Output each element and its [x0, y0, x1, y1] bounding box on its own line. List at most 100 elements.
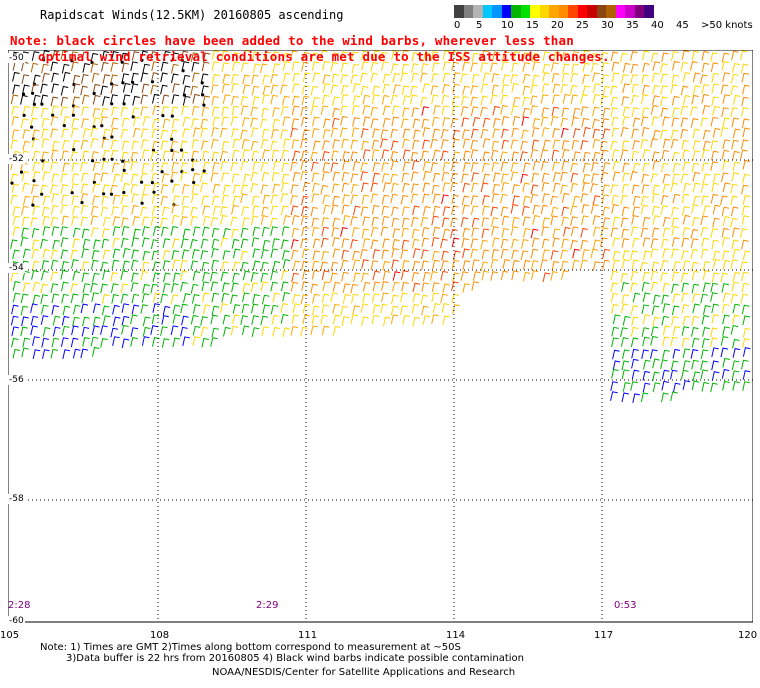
wind-barb	[570, 84, 578, 95]
wind-barb	[691, 283, 700, 294]
wind-barb	[282, 52, 290, 63]
contamination-circle	[150, 181, 154, 185]
wind-barb	[160, 84, 168, 95]
wind-barb	[592, 138, 600, 149]
wind-barb	[150, 239, 159, 249]
wind-barb	[670, 129, 679, 140]
wind-barb	[681, 337, 690, 348]
wind-barb	[130, 327, 139, 337]
wind-barb	[50, 116, 59, 126]
wind-barb	[310, 325, 318, 336]
wind-barb	[542, 63, 550, 74]
wind-barb	[61, 281, 69, 292]
wind-barb	[60, 237, 69, 247]
wind-barb	[360, 72, 368, 83]
wind-barb	[652, 215, 661, 225]
wind-barb	[611, 368, 619, 379]
wind-barb	[261, 107, 269, 118]
wind-barb	[10, 173, 19, 184]
wind-barb	[662, 248, 670, 258]
wind-barb	[470, 85, 478, 95]
wind-barb	[492, 183, 500, 194]
wind-barb	[301, 206, 309, 217]
wind-barb	[180, 171, 188, 182]
contamination-circle	[40, 102, 44, 106]
wind-barb	[682, 227, 690, 237]
wind-barb	[32, 294, 41, 305]
wind-barb	[692, 293, 700, 304]
wind-barb	[712, 250, 721, 261]
wind-barb	[522, 216, 531, 227]
wind-barb	[592, 118, 600, 129]
lon-label-114: 114	[446, 630, 466, 641]
wind-barb	[412, 248, 421, 258]
wind-barb	[271, 128, 279, 139]
wind-barb	[651, 261, 660, 272]
wind-barb	[132, 216, 140, 226]
wind-barb	[672, 162, 681, 173]
wind-barb	[370, 226, 379, 237]
wind-barb	[550, 116, 559, 126]
legend-label: 20	[551, 20, 564, 31]
wind-barb	[270, 248, 278, 259]
wind-barb	[681, 292, 689, 303]
wind-barb	[150, 283, 158, 294]
wind-barb	[632, 140, 640, 150]
wind-barb	[711, 303, 719, 314]
wind-barb	[100, 116, 108, 126]
wind-barb	[482, 138, 491, 148]
wind-barb	[701, 315, 710, 325]
wind-barb	[592, 261, 601, 271]
lon-label-117: 117	[594, 630, 614, 641]
wind-barb	[350, 51, 359, 62]
wind-barb	[481, 162, 490, 173]
wind-barb	[710, 52, 718, 62]
wind-barb	[160, 140, 169, 150]
wind-barb	[91, 151, 99, 161]
contamination-circle	[109, 192, 114, 196]
wind-barb	[370, 239, 379, 250]
wind-barb	[300, 171, 308, 181]
wind-barb	[71, 162, 79, 173]
wind-barb	[630, 381, 638, 391]
wind-barb	[630, 270, 639, 281]
wind-barb	[121, 338, 130, 349]
wind-barb	[462, 162, 471, 172]
wind-barb	[672, 173, 680, 184]
wind-barb	[671, 74, 679, 85]
wind-barb	[421, 237, 430, 248]
wind-barb	[362, 281, 371, 292]
wind-barb	[441, 250, 449, 261]
wind-barb	[171, 214, 180, 225]
wind-barb	[180, 326, 188, 337]
wind-barb	[270, 217, 278, 228]
wind-barb	[12, 292, 21, 303]
wind-barb	[41, 270, 49, 281]
wind-barb	[670, 391, 678, 402]
wind-barb	[582, 74, 590, 84]
wind-barb	[72, 74, 81, 85]
wind-barb	[442, 61, 451, 71]
wind-barb	[110, 139, 119, 150]
wind-barb	[300, 106, 308, 117]
wind-barb	[102, 249, 111, 260]
wind-barb	[462, 129, 470, 139]
wind-barb	[252, 248, 260, 259]
wind-barb	[621, 294, 630, 304]
wind-barb	[341, 249, 349, 260]
wind-barb	[301, 226, 309, 237]
wind-barb	[111, 106, 119, 117]
contamination-circle	[70, 191, 74, 195]
wind-barb	[741, 96, 749, 107]
wind-barb	[581, 204, 589, 214]
wind-barb	[162, 305, 171, 316]
wind-barb	[51, 337, 60, 348]
wind-barb	[621, 259, 630, 269]
wind-barb	[240, 96, 249, 106]
contamination-circle	[21, 92, 26, 96]
wind-barb	[261, 94, 270, 104]
wind-barb	[12, 226, 21, 237]
wind-barb	[630, 74, 638, 84]
wind-barb	[711, 360, 719, 371]
wind-barb	[121, 315, 130, 326]
